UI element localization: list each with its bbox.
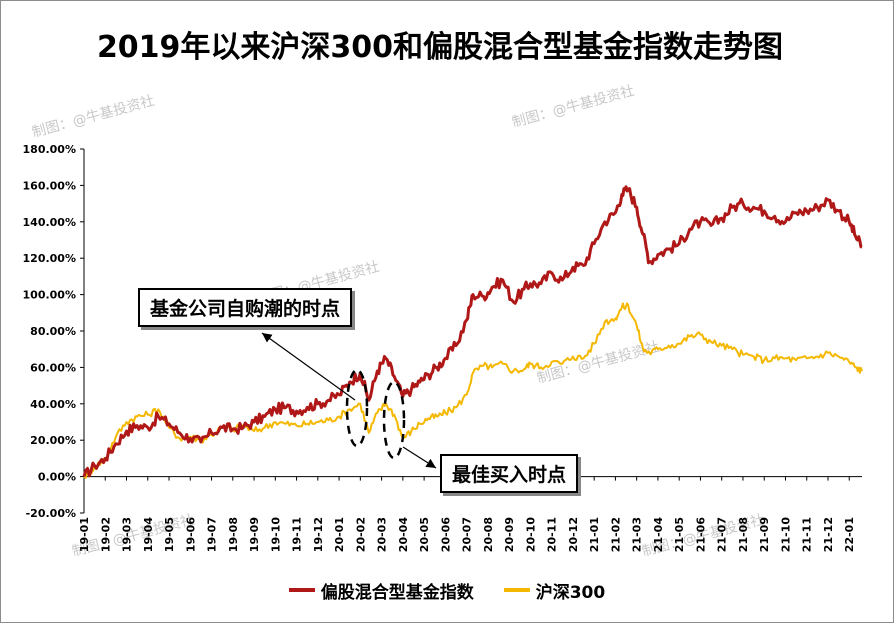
chart-title: 2019年以来沪深300和偏股混合型基金指数走势图	[96, 30, 784, 65]
x-tick-label: 20-07	[461, 517, 474, 552]
y-tick-label: 60.00%	[30, 361, 76, 374]
x-tick-label: 20-02	[354, 517, 367, 552]
series-csi300-line	[83, 302, 863, 479]
y-tick-label: 120.00%	[23, 252, 76, 265]
x-tick-label: 19-04	[142, 517, 155, 553]
x-axis-labels: 19-01 19-02 19-03 19-04 19-05 19-06 19-07 19-08…	[78, 517, 856, 553]
x-tick-label: 21-04	[652, 517, 665, 553]
x-tick-label: 22-01	[843, 517, 856, 552]
legend-item-fund-index: 偏股混合型基金指数	[288, 578, 474, 603]
x-tick-label: 19-02	[99, 517, 112, 552]
y-tick-label: 160.00%	[23, 179, 76, 192]
legend-swatch-csi300	[503, 588, 530, 592]
x-tick-label: 19-08	[227, 517, 240, 552]
x-tick-label: 21-02	[609, 517, 622, 552]
x-tick-label: 20-03	[376, 517, 389, 552]
callout-self-purchase: 基金公司自购潮的时点	[138, 288, 353, 327]
dashed-ellipse-marker	[345, 368, 369, 448]
x-tick-label: 19-07	[206, 517, 219, 552]
x-tick-label: 21-06	[694, 517, 707, 553]
x-tick-label: 19-10	[269, 517, 282, 553]
x-tick-label: 21-07	[716, 517, 729, 552]
x-tick-label: 21-05	[673, 517, 686, 552]
y-tick-label: 140.00%	[23, 216, 76, 229]
x-tick-label: 20-09	[503, 517, 516, 552]
x-tick-label: 19-05	[163, 517, 176, 552]
legend-swatch-fund-index	[288, 588, 315, 592]
series-fund-index-line	[82, 185, 863, 478]
x-tick-label: 20-11	[546, 517, 559, 552]
y-tick-label: 180.00%	[23, 143, 76, 156]
legend-label-csi300: 沪深300	[535, 582, 606, 603]
x-tick-label: 19-09	[248, 517, 261, 552]
x-tick-label: 21-09	[758, 517, 771, 552]
x-tick-label: 19-01	[78, 517, 91, 552]
legend: 偏股混合型基金指数 沪深300	[0, 577, 894, 603]
arrow-to-callout-1	[261, 332, 356, 401]
x-tick-label: 19-12	[312, 517, 325, 552]
x-tick-label: 21-11	[801, 517, 814, 552]
x-tick-label: 21-08	[737, 517, 750, 552]
y-tick-label: -20.00%	[26, 507, 76, 520]
dashed-ellipse-marker	[382, 380, 406, 460]
x-tick-label: 20-06	[439, 517, 452, 553]
annotation-markers	[261, 332, 437, 469]
y-tick-label: 80.00%	[30, 325, 76, 338]
x-tick-label: 21-12	[822, 517, 835, 552]
x-tick-label: 20-04	[397, 517, 410, 553]
x-tick-label: 21-10	[779, 517, 792, 553]
x-tick-label: 21-01	[588, 517, 601, 552]
arrow-to-callout-2	[402, 446, 437, 469]
x-tick-label: 20-08	[482, 517, 495, 552]
y-tick-label: 20.00%	[30, 434, 76, 447]
y-tick-label: 40.00%	[30, 398, 76, 411]
y-axis-labels: -20.00% 0.00% 20.00% 40.00% 60.00% 80.00% 100.…	[23, 143, 76, 520]
legend-item-csi300: 沪深300	[503, 578, 606, 603]
x-tick-label: 20-05	[418, 517, 431, 552]
x-tick-label: 20-12	[567, 517, 580, 552]
x-tick-label: 19-11	[291, 517, 304, 552]
legend-label-fund-index: 偏股混合型基金指数	[320, 582, 474, 603]
y-tick-label: 100.00%	[23, 289, 76, 302]
callout-best-buy: 最佳买入时点	[440, 454, 579, 493]
x-tick-label: 19-03	[121, 517, 134, 552]
x-tick-label: 20-01	[333, 517, 346, 552]
x-tick-label: 19-06	[184, 517, 197, 553]
x-tick-label: 21-03	[631, 517, 644, 552]
y-tick-label: 0.00%	[38, 471, 76, 484]
series-lines	[82, 185, 863, 479]
x-tick-label: 20-10	[524, 517, 537, 553]
